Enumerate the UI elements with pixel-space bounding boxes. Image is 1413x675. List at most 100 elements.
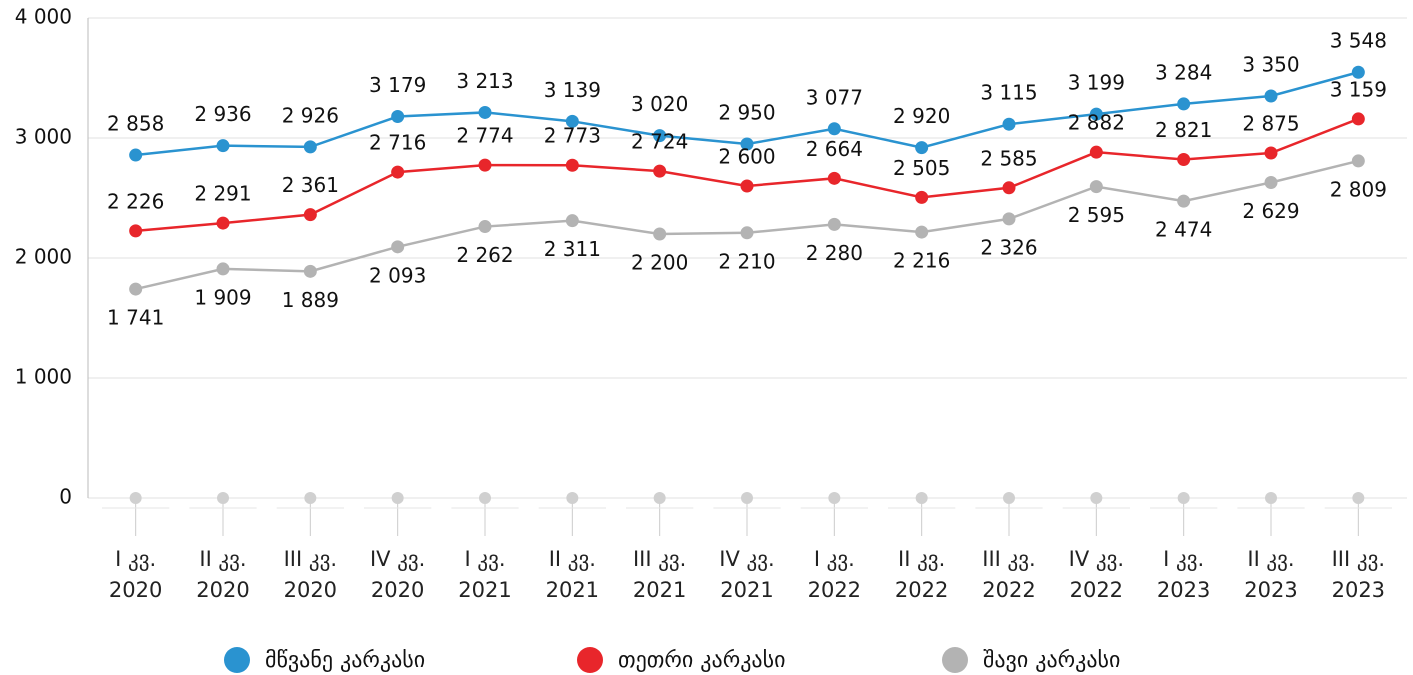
data-label: 1 909 xyxy=(194,285,251,309)
data-point xyxy=(303,208,317,222)
y-tick-label: 4 000 xyxy=(15,5,72,29)
data-label: 1 889 xyxy=(282,288,339,312)
data-point xyxy=(1264,146,1278,160)
data-label: 2 774 xyxy=(456,124,513,148)
data-label: 3 213 xyxy=(456,69,513,93)
category-dot xyxy=(479,492,491,504)
data-label: 3 179 xyxy=(369,73,426,97)
data-label: 2 600 xyxy=(718,145,775,169)
data-label: 3 284 xyxy=(1155,60,1212,84)
data-point xyxy=(1177,97,1191,111)
x-tick-label: III კვ. 2022 xyxy=(982,547,1036,602)
data-point xyxy=(565,214,579,228)
data-label: 2 926 xyxy=(282,103,339,127)
x-tick-label: II კვ. 2022 xyxy=(894,547,949,602)
data-label: 2 858 xyxy=(107,112,164,136)
data-point xyxy=(827,217,841,231)
data-label: 2 311 xyxy=(544,237,601,261)
data-label: 2 262 xyxy=(456,243,513,267)
legend-label: მწვანე კარკასი xyxy=(265,648,425,673)
data-label: 2 291 xyxy=(194,182,251,206)
data-label: 3 077 xyxy=(806,85,863,109)
x-tick-label: II კვ. 2021 xyxy=(545,547,600,602)
data-label: 2 585 xyxy=(980,146,1037,170)
data-point xyxy=(565,158,579,172)
data-point xyxy=(1351,65,1365,79)
category-dot xyxy=(304,492,317,504)
data-label: 2 716 xyxy=(369,131,426,155)
data-point xyxy=(1002,181,1016,195)
data-label: 3 020 xyxy=(631,92,688,116)
data-point xyxy=(1351,112,1365,126)
data-label: 2 595 xyxy=(1068,203,1125,227)
category-dot xyxy=(828,492,841,504)
data-label: 2 326 xyxy=(980,235,1037,259)
data-label: 2 361 xyxy=(282,173,339,197)
data-point xyxy=(478,220,492,234)
data-label: 2 773 xyxy=(544,124,601,148)
data-point xyxy=(915,190,929,204)
data-point xyxy=(129,282,143,296)
data-label: 3 548 xyxy=(1330,29,1387,53)
data-label: 2 809 xyxy=(1330,177,1387,201)
x-tick-label: I კვ. 2022 xyxy=(807,547,862,602)
data-label: 3 350 xyxy=(1242,53,1299,77)
y-tick-label: 3 000 xyxy=(15,125,72,149)
y-tick-label: 0 xyxy=(59,485,72,509)
data-label: 3 139 xyxy=(544,78,601,102)
data-point xyxy=(1002,117,1016,131)
x-tick-label: I კვ. 2020 xyxy=(108,547,163,602)
data-label: 3 199 xyxy=(1068,71,1125,95)
category-dot xyxy=(129,492,142,504)
category-dot xyxy=(741,492,753,504)
category-dot xyxy=(566,492,579,504)
data-point xyxy=(653,129,667,143)
x-tick-label: II კვ. 2023 xyxy=(1244,547,1298,602)
data-point xyxy=(303,140,317,154)
data-label: 2 280 xyxy=(806,241,863,265)
data-label: 3 159 xyxy=(1330,77,1387,101)
y-tick-label: 1 000 xyxy=(15,365,72,389)
data-point xyxy=(129,148,143,162)
data-point xyxy=(391,240,405,254)
data-point xyxy=(303,264,317,278)
data-point xyxy=(1089,107,1103,121)
data-label: 2 936 xyxy=(194,102,251,126)
data-point xyxy=(216,216,230,230)
data-point xyxy=(740,226,754,240)
legend-marker xyxy=(224,647,250,673)
data-point xyxy=(478,105,492,119)
legend-label: თეთრი კარკასი xyxy=(618,648,785,673)
x-tick-label: IV კვ. 2021 xyxy=(719,547,775,602)
legend-marker xyxy=(577,647,603,673)
data-label: 2 226 xyxy=(107,189,164,213)
category-dot xyxy=(1177,492,1190,504)
data-label: 2 664 xyxy=(806,137,863,161)
data-point xyxy=(391,165,405,179)
data-point xyxy=(565,114,579,128)
data-point xyxy=(1264,176,1278,190)
data-point xyxy=(740,137,754,151)
x-tick-label: III კვ. 2020 xyxy=(283,547,338,602)
data-point xyxy=(1002,212,1016,226)
data-point xyxy=(1089,145,1103,159)
data-point xyxy=(740,179,754,193)
data-label: 2 210 xyxy=(718,249,775,273)
category-dot xyxy=(217,492,229,504)
data-label: 2 821 xyxy=(1155,118,1212,142)
category-dot xyxy=(1003,492,1015,504)
data-point xyxy=(1351,154,1365,168)
data-point xyxy=(478,158,492,172)
data-label: 2 875 xyxy=(1242,112,1299,136)
data-point xyxy=(216,262,230,276)
data-point xyxy=(653,164,667,178)
data-label: 2 724 xyxy=(631,130,688,154)
x-tick-label: I კვ. 2021 xyxy=(458,547,512,602)
x-tick-label: IV კვ. 2022 xyxy=(1068,547,1125,602)
x-tick-label: II კვ. 2020 xyxy=(196,547,250,602)
data-point xyxy=(1177,194,1191,208)
y-tick-label: 2 000 xyxy=(15,245,72,269)
data-point xyxy=(216,139,230,153)
